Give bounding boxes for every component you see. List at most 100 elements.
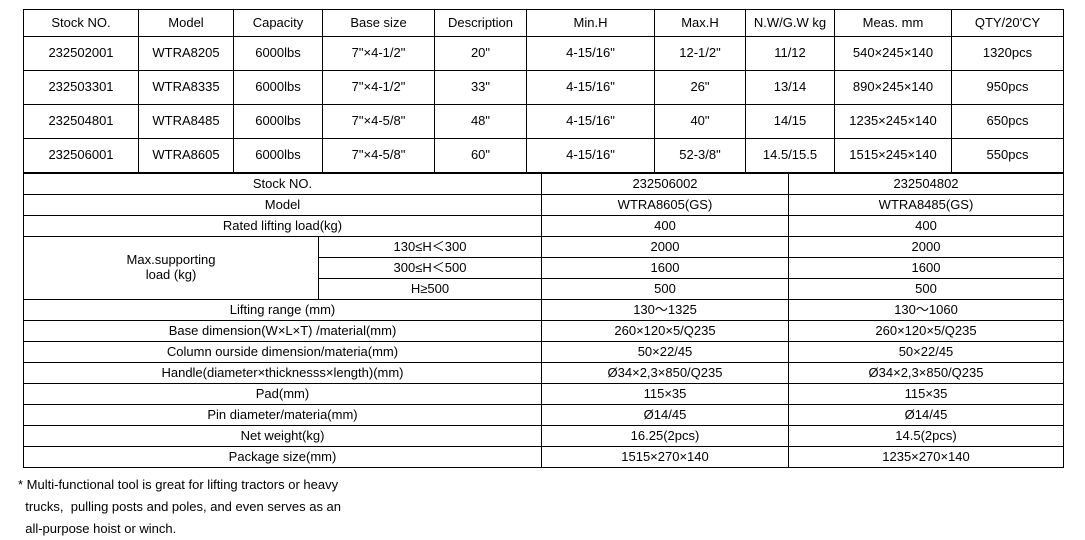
spec-value-condition-2-col2: 1600 (788, 257, 1064, 279)
spec-row-model: Model WTRA8605(GS) WTRA8485(GS) (23, 194, 1064, 216)
cell-meas: 1515×245×140 (834, 138, 952, 173)
column-header-qty: QTY/20'CY (951, 9, 1064, 37)
cell-capacity: 6000lbs (233, 36, 323, 71)
spec-label-model: Model (23, 194, 542, 216)
cell-capacity: 6000lbs (233, 138, 323, 173)
footnote: * Multi-functional tool is great for lif… (18, 474, 518, 540)
spec-value-condition-3-col1: 500 (541, 278, 789, 300)
spec-label-lifting-range: Lifting range (mm) (23, 299, 542, 321)
spec-value-stock-no-col2: 232504802 (788, 173, 1064, 195)
spec-row-base-dimension: Base dimension(W×L×T) /material(mm) 260×… (23, 320, 1064, 342)
cell-nw-gw: 13/14 (745, 70, 835, 105)
spec-label-base-dimension: Base dimension(W×L×T) /material(mm) (23, 320, 542, 342)
column-header-base-size: Base size (322, 9, 435, 37)
cell-min-h: 4-15/16" (526, 70, 655, 105)
cell-max-h: 26" (654, 70, 746, 105)
cell-capacity: 6000lbs (233, 70, 323, 105)
spec-value-lifting-range-col2: 130〜1060 (788, 299, 1064, 321)
cell-meas: 540×245×140 (834, 36, 952, 71)
spec-label-pad: Pad(mm) (23, 383, 542, 405)
spec-value-base-dimension-col2: 260×120×5/Q235 (788, 320, 1064, 342)
spec-value-pad-col1: 115×35 (541, 383, 789, 405)
spec-row-package-size: Package size(mm) 1515×270×140 1235×270×1… (23, 446, 1064, 468)
cell-stock-no: 232503301 (23, 70, 139, 105)
cell-base-size: 7"×4-5/8" (322, 138, 435, 173)
spec-label-max-supporting-load: Max.supporting load (kg) (23, 236, 319, 300)
cell-nw-gw: 11/12 (745, 36, 835, 71)
cell-model: WTRA8335 (138, 70, 234, 105)
cell-stock-no: 232504801 (23, 104, 139, 139)
cell-min-h: 4-15/16" (526, 104, 655, 139)
spec-label-pin-diameter: Pin diameter/materia(mm) (23, 404, 542, 426)
table-row: 232506001 WTRA8605 6000lbs 7"×4-5/8" 60"… (23, 138, 1064, 173)
spec-label-net-weight: Net weight(kg) (23, 425, 542, 447)
cell-min-h: 4-15/16" (526, 36, 655, 71)
products-table: Stock NO. Model Capacity Base size Descr… (23, 9, 1064, 173)
specifications-table-body: Stock NO. 232506002 232504802 Model WTRA… (23, 173, 1064, 468)
cell-qty: 550pcs (951, 138, 1064, 173)
footnote-line-2: trucks, pulling posts and poles, and eve… (18, 499, 342, 514)
spec-row-pin-diameter: Pin diameter/materia(mm) Ø14/45 Ø14/45 (23, 404, 1064, 426)
spec-value-net-weight-col1: 16.25(2pcs) (541, 425, 789, 447)
spec-value-pad-col2: 115×35 (788, 383, 1064, 405)
cell-description: 20" (434, 36, 527, 71)
cell-stock-no: 232506001 (23, 138, 139, 173)
cell-nw-gw: 14.5/15.5 (745, 138, 835, 173)
spec-row-stock-no: Stock NO. 232506002 232504802 (23, 173, 1064, 195)
spec-label-column-outside-dimension: Column ourside dimension/materia(mm) (23, 341, 542, 363)
spec-value-column-outside-dimension-col2: 50×22/45 (788, 341, 1064, 363)
spec-row-max-supporting-load-3: H≥500 500 500 (24, 278, 1064, 300)
spec-row-max-supporting-load-1: Max.supporting load (kg) 130≤H＜300 2000 … (23, 236, 1064, 300)
cell-max-h: 12-1/2" (654, 36, 746, 71)
spec-value-net-weight-col2: 14.5(2pcs) (788, 425, 1064, 447)
spec-row-handle: Handle(diameter×thicknesss×length)(mm) Ø… (23, 362, 1064, 384)
cell-meas: 890×245×140 (834, 70, 952, 105)
cell-description: 48" (434, 104, 527, 139)
spec-condition-3: H≥500 (318, 278, 542, 300)
spec-value-stock-no-col1: 232506002 (541, 173, 789, 195)
spec-label-max-supporting-load-line1: Max.supporting (126, 252, 216, 268)
spec-label-handle: Handle(diameter×thicknesss×length)(mm) (23, 362, 542, 384)
column-header-min-h: Min.H (526, 9, 655, 37)
column-header-meas: Meas. mm (834, 9, 952, 37)
spec-value-lifting-range-col1: 130〜1325 (541, 299, 789, 321)
cell-base-size: 7"×4-5/8" (322, 104, 435, 139)
cell-min-h: 4-15/16" (526, 138, 655, 173)
spec-value-condition-2-col1: 1600 (541, 257, 789, 279)
spec-row-pad: Pad(mm) 115×35 115×35 (23, 383, 1064, 405)
cell-meas: 1235×245×140 (834, 104, 952, 139)
column-header-max-h: Max.H (654, 9, 746, 37)
spec-value-handle-col1: Ø34×2,3×850/Q235 (541, 362, 789, 384)
table-row: 232504801 WTRA8485 6000lbs 7"×4-5/8" 48"… (23, 104, 1064, 139)
spec-value-pin-diameter-col2: Ø14/45 (788, 404, 1064, 426)
spec-label-rated-lifting-load: Rated lifting load(kg) (23, 215, 542, 237)
column-header-description: Description (434, 9, 527, 37)
cell-base-size: 7"×4-1/2" (322, 36, 435, 71)
cell-qty: 650pcs (951, 104, 1064, 139)
spec-label-max-supporting-load-line2: load (kg) (145, 267, 197, 282)
spec-row-lifting-range: Lifting range (mm) 130〜1325 130〜1060 (23, 299, 1064, 321)
table-header-row: Stock NO. Model Capacity Base size Descr… (23, 9, 1064, 37)
cell-description: 33" (434, 70, 527, 105)
column-header-model: Model (138, 9, 234, 37)
cell-description: 60" (434, 138, 527, 173)
spec-value-condition-1-col2: 2000 (788, 236, 1064, 258)
table-row: 232503301 WTRA8335 6000lbs 7"×4-1/2" 33"… (23, 70, 1064, 105)
cell-max-h: 40" (654, 104, 746, 139)
spec-label-stock-no: Stock NO. (23, 173, 542, 195)
cell-base-size: 7"×4-1/2" (322, 70, 435, 105)
spec-value-pin-diameter-col1: Ø14/45 (541, 404, 789, 426)
spec-value-rated-lifting-load-col2: 400 (788, 215, 1064, 237)
spec-value-condition-1-col1: 2000 (541, 236, 789, 258)
specifications-table: Stock NO. 232506002 232504802 Model WTRA… (23, 173, 1064, 468)
cell-qty: 1320pcs (951, 36, 1064, 71)
products-table-body: 232502001 WTRA8205 6000lbs 7"×4-1/2" 20"… (23, 36, 1064, 173)
spec-value-base-dimension-col1: 260×120×5/Q235 (541, 320, 789, 342)
products-table-header: Stock NO. Model Capacity Base size Descr… (23, 9, 1064, 37)
spec-value-model-col2: WTRA8485(GS) (788, 194, 1064, 216)
column-header-nw-gw: N.W/G.W kg (745, 9, 835, 37)
spec-value-package-size-col2: 1235×270×140 (788, 446, 1064, 468)
footnote-line-3: all-purpose hoist or winch. (18, 521, 177, 536)
cell-max-h: 52-3/8" (654, 138, 746, 173)
